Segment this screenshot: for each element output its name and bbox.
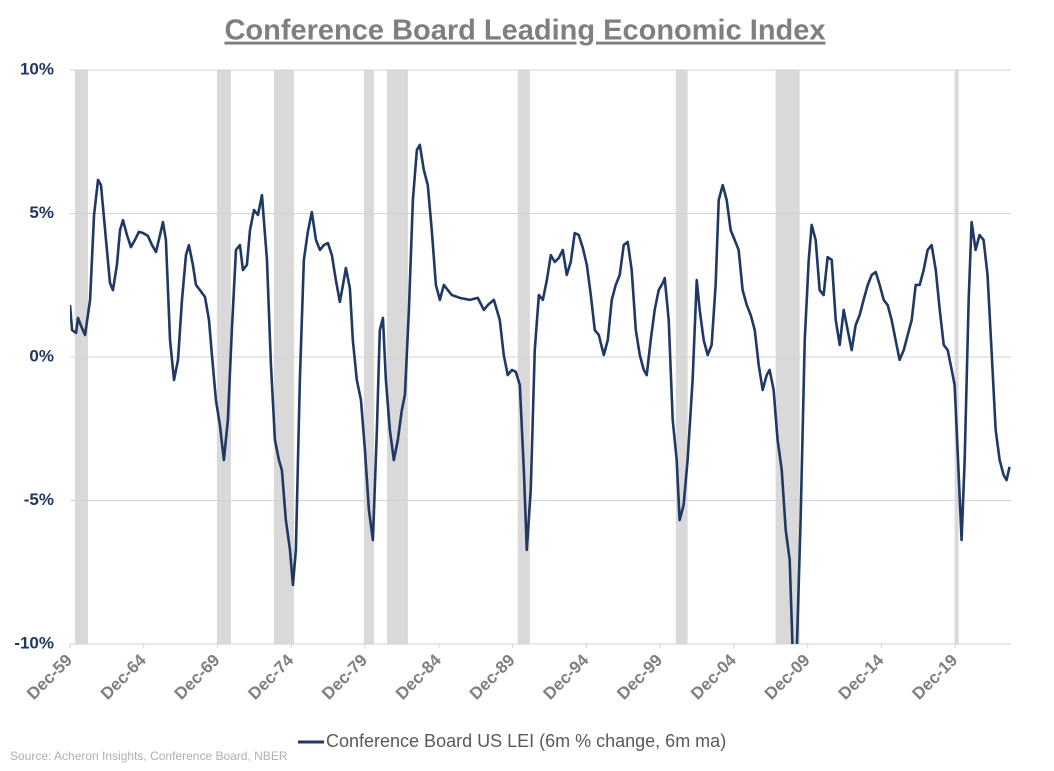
y-tick-label: -5% bbox=[24, 490, 54, 509]
y-tick-label: 10% bbox=[20, 59, 54, 78]
x-tick-label: Dec-64 bbox=[97, 650, 150, 703]
x-tick-label: Dec-89 bbox=[466, 651, 519, 704]
x-tick-label: Dec-14 bbox=[835, 650, 888, 703]
y-tick-label: -10% bbox=[14, 633, 54, 652]
x-tick-label: Dec-04 bbox=[687, 650, 740, 703]
legend-label: Conference Board US LEI (6m % change, 6m… bbox=[326, 731, 726, 751]
x-tick-label: Dec-94 bbox=[540, 650, 593, 703]
x-tick-label: Dec-09 bbox=[761, 651, 814, 704]
x-tick-label: Dec-69 bbox=[171, 651, 224, 704]
x-tick-label: Dec-84 bbox=[392, 650, 445, 703]
x-tick-label: Dec-99 bbox=[613, 651, 666, 704]
y-tick-label: 0% bbox=[29, 346, 54, 365]
y-tick-label: 5% bbox=[29, 203, 54, 222]
x-tick-label: Dec-79 bbox=[318, 651, 371, 704]
x-tick-label: Dec-59 bbox=[23, 651, 76, 704]
x-tick-label: Dec-74 bbox=[244, 650, 297, 703]
data-line bbox=[70, 143, 1011, 644]
chart-title: Conference Board Leading Economic Index bbox=[224, 15, 825, 47]
x-tick-label: Dec-19 bbox=[908, 651, 961, 704]
plot-area bbox=[70, 143, 1011, 644]
source-note: Source: Acheron Insights, Conference Boa… bbox=[10, 749, 288, 763]
